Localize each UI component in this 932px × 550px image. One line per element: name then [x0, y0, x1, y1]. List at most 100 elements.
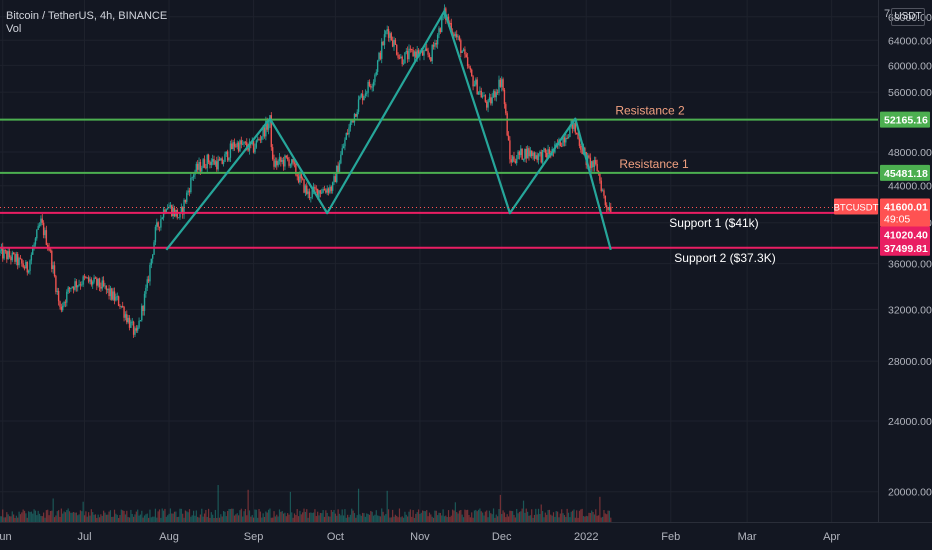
- candle-body: [26, 261, 28, 273]
- volume-bar: [167, 515, 169, 522]
- candle-body: [333, 176, 335, 183]
- volume-bar: [220, 514, 222, 522]
- volume-bar: [450, 515, 452, 522]
- volume-bar: [66, 510, 68, 522]
- x-tick-label: Mar: [738, 531, 757, 543]
- volume-bar: [201, 508, 203, 522]
- volume-bar: [377, 515, 379, 522]
- volume-bar: [293, 513, 296, 522]
- candle-body: [145, 287, 147, 294]
- volume-bar: [462, 517, 465, 522]
- volume-bar: [97, 514, 99, 522]
- candle-body: [533, 152, 536, 159]
- candle-body: [330, 186, 332, 191]
- candle-body: [593, 160, 596, 168]
- volume-bar: [202, 516, 204, 522]
- volume-bar: [62, 513, 64, 522]
- volume-bar: [92, 512, 94, 522]
- volume-bar: [370, 510, 372, 522]
- candle-body: [207, 154, 210, 163]
- candle-body: [119, 305, 121, 307]
- volume-bar: [550, 514, 552, 522]
- volume-bar: [468, 515, 470, 522]
- volume-bar: [390, 517, 392, 522]
- candle-body: [228, 157, 230, 161]
- candle-body: [447, 16, 450, 23]
- volume-bar: [272, 517, 274, 522]
- volume-bar: [194, 515, 196, 522]
- candle-body: [45, 230, 48, 245]
- candle-body: [0, 246, 3, 251]
- volume-bar: [243, 511, 245, 522]
- volume-bar: [382, 511, 384, 522]
- volume-bar: [581, 508, 583, 522]
- candle-body: [206, 154, 208, 169]
- volume-bar: [461, 514, 463, 522]
- candle-body: [32, 248, 34, 255]
- candle-body: [225, 151, 228, 155]
- candle-body: [285, 155, 288, 158]
- volume-bar: [499, 494, 501, 522]
- candle-body: [14, 253, 16, 262]
- volume-bar: [610, 517, 612, 522]
- candle-body: [341, 148, 343, 155]
- volume-bar: [336, 515, 338, 522]
- candle-body: [314, 186, 316, 189]
- volume-bar: [572, 510, 574, 522]
- candle-body: [25, 261, 27, 269]
- candle-body: [599, 173, 601, 181]
- candle-body: [357, 99, 360, 112]
- volume-bar: [138, 515, 140, 522]
- current-price-tag: [880, 198, 930, 227]
- candle-body: [308, 191, 311, 198]
- volume-bar: [595, 509, 597, 522]
- volume-bar: [107, 514, 109, 522]
- candle-body: [100, 286, 102, 289]
- candle-body: [574, 123, 577, 133]
- volume-bar: [341, 509, 343, 522]
- volume-bar: [203, 513, 206, 522]
- candle-body: [101, 280, 103, 289]
- volume-bar: [188, 509, 191, 522]
- candle-body: [191, 177, 193, 179]
- candle-body: [439, 28, 442, 33]
- volume-bar: [186, 511, 188, 522]
- candle-body: [610, 206, 612, 213]
- volume-bar: [437, 515, 439, 522]
- volume-bar: [281, 511, 283, 522]
- y-tick-label: 64000.00: [888, 35, 932, 47]
- currency-button[interactable]: USDT: [891, 8, 925, 26]
- candle-body: [454, 34, 457, 37]
- candle-body: [180, 207, 183, 213]
- candle-body: [218, 159, 221, 161]
- volume-bar: [535, 508, 537, 522]
- candle-body: [473, 84, 476, 87]
- current-price-countdown: 49:05: [884, 213, 910, 225]
- candle-body: [259, 139, 262, 141]
- candle-body: [481, 96, 484, 98]
- volume-bar: [282, 513, 285, 522]
- candle-body: [476, 79, 478, 95]
- candle-body: [7, 251, 9, 260]
- volume-bar: [548, 509, 551, 522]
- candle-body: [271, 147, 274, 160]
- volume-bar: [397, 517, 399, 522]
- candle-body: [217, 159, 219, 170]
- volume-bar: [364, 516, 366, 522]
- candle-body: [177, 217, 180, 219]
- candle-body: [0, 250, 1, 253]
- volume-bar: [229, 509, 232, 522]
- volume-indicator-label: Vol: [6, 23, 22, 35]
- candle-body: [498, 79, 500, 93]
- volume-bar: [288, 514, 290, 522]
- volume-bar: [486, 510, 488, 522]
- volume-bar: [222, 510, 225, 522]
- volume-bar: [325, 510, 327, 522]
- candle-body: [376, 60, 379, 72]
- candle-body: [102, 280, 105, 286]
- candle-body: [226, 151, 229, 161]
- volume-bar: [509, 510, 511, 522]
- volume-bar: [171, 513, 173, 522]
- candle-body: [532, 152, 534, 156]
